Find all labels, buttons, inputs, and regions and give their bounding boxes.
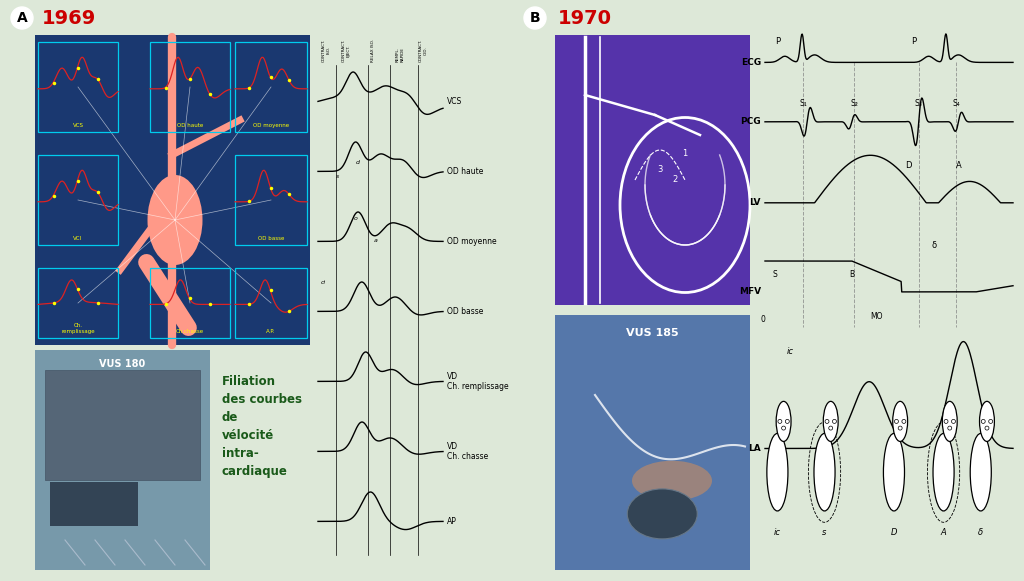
Text: VCI: VCI bbox=[74, 236, 83, 241]
Bar bbox=[38, 42, 118, 132]
Text: LA: LA bbox=[749, 444, 761, 453]
Text: OD basse: OD basse bbox=[447, 307, 483, 316]
Text: CONTRACT.
ISO.: CONTRACT. ISO. bbox=[322, 39, 331, 62]
Circle shape bbox=[524, 7, 546, 29]
Text: CONTRACT.
O.D.: CONTRACT. O.D. bbox=[419, 39, 427, 62]
Text: A: A bbox=[955, 160, 962, 170]
Bar bbox=[38, 155, 118, 245]
Bar bbox=[35, 35, 310, 345]
Text: B: B bbox=[849, 270, 854, 279]
Text: MFV: MFV bbox=[739, 288, 761, 296]
Ellipse shape bbox=[632, 461, 712, 501]
Circle shape bbox=[11, 7, 33, 29]
Text: OD moyenne: OD moyenne bbox=[253, 123, 289, 128]
Ellipse shape bbox=[628, 489, 697, 539]
Text: S₄: S₄ bbox=[952, 99, 959, 108]
Text: OD haute: OD haute bbox=[177, 123, 203, 128]
Ellipse shape bbox=[970, 433, 991, 511]
Ellipse shape bbox=[814, 433, 835, 511]
Bar bbox=[150, 268, 230, 338]
Ellipse shape bbox=[147, 175, 203, 265]
Text: AP: AP bbox=[447, 517, 457, 526]
Text: δ: δ bbox=[978, 528, 983, 537]
Text: δ: δ bbox=[931, 242, 936, 250]
Text: VUS 185: VUS 185 bbox=[627, 328, 679, 338]
Text: 1: 1 bbox=[682, 149, 688, 157]
Text: P: P bbox=[775, 37, 780, 46]
Text: OD basse: OD basse bbox=[258, 236, 285, 241]
Bar bbox=[234, 42, 307, 132]
Text: o: o bbox=[354, 217, 358, 221]
Text: D: D bbox=[905, 160, 912, 170]
Text: A: A bbox=[16, 11, 28, 25]
Bar bbox=[38, 268, 118, 338]
Ellipse shape bbox=[884, 433, 904, 511]
Text: a: a bbox=[374, 238, 378, 242]
Text: D: D bbox=[891, 528, 897, 537]
Text: Filiation
des courbes
de
vélocité
intra-
cardiaque: Filiation des courbes de vélocité intra-… bbox=[222, 375, 302, 478]
Bar bbox=[555, 315, 750, 570]
Text: 0: 0 bbox=[760, 315, 765, 324]
Text: Ch.chasse: Ch.chasse bbox=[176, 329, 204, 334]
Ellipse shape bbox=[823, 401, 839, 442]
Text: PCG: PCG bbox=[740, 117, 761, 126]
Ellipse shape bbox=[933, 433, 954, 511]
FancyArrowPatch shape bbox=[146, 263, 188, 328]
Text: OD haute: OD haute bbox=[447, 167, 483, 176]
Text: S: S bbox=[772, 270, 777, 279]
Text: A: A bbox=[941, 528, 946, 537]
Ellipse shape bbox=[893, 401, 907, 442]
Text: REMPL.
RAPIDE: REMPL. RAPIDE bbox=[395, 47, 404, 62]
Text: ci: ci bbox=[321, 279, 326, 285]
Text: 1970: 1970 bbox=[558, 9, 612, 27]
Bar bbox=[50, 482, 137, 526]
Text: ic: ic bbox=[774, 528, 781, 537]
Text: LV: LV bbox=[750, 198, 761, 207]
Text: 2: 2 bbox=[673, 175, 678, 185]
Text: A.P.: A.P. bbox=[266, 329, 275, 334]
Bar bbox=[45, 370, 200, 480]
Text: RELAX ISO.: RELAX ISO. bbox=[371, 39, 375, 62]
Bar bbox=[234, 155, 307, 245]
Ellipse shape bbox=[767, 433, 787, 511]
Text: VCS: VCS bbox=[447, 97, 462, 106]
Bar bbox=[35, 350, 210, 570]
Text: CONTRACT.
EJECT.: CONTRACT. EJECT. bbox=[342, 39, 350, 62]
Text: 3: 3 bbox=[657, 166, 663, 174]
Text: VCS: VCS bbox=[73, 123, 84, 128]
Bar bbox=[555, 35, 750, 305]
Text: ECG: ECG bbox=[741, 58, 761, 67]
Text: d: d bbox=[356, 160, 360, 166]
Bar bbox=[150, 42, 230, 132]
Text: ic: ic bbox=[786, 347, 794, 356]
Text: B: B bbox=[529, 11, 541, 25]
Text: MO: MO bbox=[870, 312, 883, 321]
Text: 1969: 1969 bbox=[42, 9, 96, 27]
Text: OD moyenne: OD moyenne bbox=[447, 237, 497, 246]
Text: Ch.
remplissage: Ch. remplissage bbox=[61, 323, 95, 334]
Text: VD
Ch. chasse: VD Ch. chasse bbox=[447, 442, 488, 461]
Bar bbox=[234, 268, 307, 338]
Text: s: s bbox=[822, 528, 826, 537]
Ellipse shape bbox=[980, 401, 994, 442]
Text: P: P bbox=[911, 37, 916, 46]
Text: S₃: S₃ bbox=[914, 99, 923, 108]
Text: VUS 180: VUS 180 bbox=[99, 359, 145, 369]
Text: S₁: S₁ bbox=[800, 99, 807, 108]
Text: S₂: S₂ bbox=[850, 99, 858, 108]
Text: VD
Ch. remplissage: VD Ch. remplissage bbox=[447, 372, 509, 391]
Text: s: s bbox=[336, 174, 340, 180]
Ellipse shape bbox=[942, 401, 957, 442]
Ellipse shape bbox=[776, 401, 792, 442]
